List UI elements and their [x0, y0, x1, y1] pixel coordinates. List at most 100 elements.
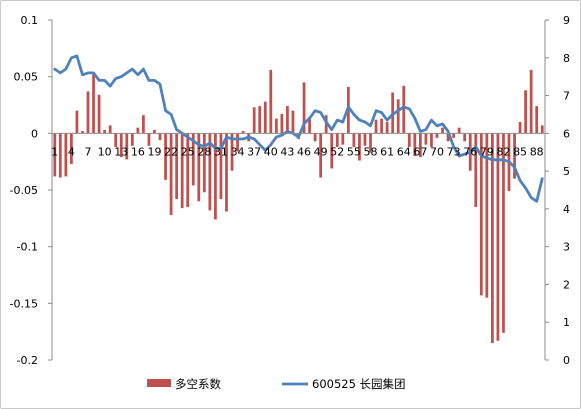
bar: [291, 110, 295, 134]
x-tick-label: 7: [85, 145, 92, 158]
bar: [407, 133, 411, 147]
bar: [418, 133, 422, 158]
bar: [108, 125, 112, 134]
bar: [147, 133, 151, 146]
bar: [413, 133, 417, 156]
bar: [164, 133, 167, 180]
bar: [58, 133, 62, 178]
x-tick-label: 73: [447, 145, 461, 158]
bar: [335, 133, 339, 147]
x-tick-label: 85: [513, 145, 527, 158]
bar: [269, 69, 273, 134]
x-tick-label: 58: [364, 145, 378, 158]
bar: [374, 119, 378, 134]
bar: [396, 99, 400, 134]
y-right-tick-label: 4: [563, 203, 570, 216]
bar: [158, 133, 162, 141]
bar: [180, 133, 184, 209]
x-tick-label: 88: [530, 145, 544, 158]
bar: [186, 133, 190, 207]
bar: [219, 133, 223, 200]
bar: [424, 133, 428, 145]
bar: [474, 133, 478, 207]
bar: [380, 118, 383, 134]
x-tick-label: 28: [197, 145, 211, 158]
x-axis: 1 4 7 10 13 16 19 22 25 28 31 34 37 40 43 46 49 52 55 58 61 6…: [51, 132, 545, 158]
x-tick-label: 46: [297, 145, 311, 158]
y-right-tick-label: 2: [563, 278, 570, 291]
bar: [208, 133, 212, 211]
x-tick-label: 76: [463, 145, 477, 158]
bar: [191, 133, 195, 186]
y-right-tick-label: 3: [563, 241, 570, 254]
x-tick-label: 49: [314, 145, 328, 158]
bar: [446, 133, 450, 142]
y-left-tick-label: -0.2: [17, 354, 38, 367]
x-tick-label: 1: [51, 145, 58, 158]
bar: [540, 125, 544, 134]
bar: [502, 133, 505, 333]
bar: [535, 106, 539, 134]
bar: [114, 133, 118, 147]
bar: [352, 133, 356, 147]
y-right-tick-label: 8: [563, 52, 570, 65]
bar: [230, 133, 234, 171]
bar: [214, 133, 217, 220]
x-tick-label: 67: [413, 145, 427, 158]
x-tick-label: 31: [214, 145, 228, 158]
y-axis-right: 9 8 7 6 5 4 3 2 1 0: [545, 14, 570, 367]
bar: [441, 127, 444, 134]
y-left-tick-label: 0: [31, 127, 38, 140]
x-tick-label: 70: [430, 145, 444, 158]
y-left-tick-label: -0.1: [17, 241, 38, 254]
x-tick-label: 55: [347, 145, 361, 158]
bar: [81, 131, 84, 134]
y-left-tick-label: -0.05: [10, 184, 38, 197]
bar: [153, 129, 156, 134]
y-right-tick-label: 6: [563, 127, 570, 140]
bar: [53, 133, 57, 177]
bar: [75, 110, 79, 134]
legend-bar-swatch: [147, 379, 171, 387]
bar-series: [53, 69, 544, 343]
bar: [358, 133, 361, 161]
bar: [280, 114, 284, 134]
bar: [490, 133, 494, 343]
bar: [86, 91, 90, 134]
bar: [463, 133, 467, 142]
x-tick-label: 19: [147, 145, 161, 158]
bar: [529, 69, 533, 134]
bar: [225, 133, 228, 212]
bar: [258, 106, 262, 134]
bar: [125, 133, 129, 160]
bar: [103, 129, 107, 134]
bar: [169, 133, 173, 215]
bar: [197, 133, 201, 202]
legend-label-bar: 多空系数: [175, 377, 221, 391]
y-right-tick-label: 0: [563, 354, 570, 367]
bar: [236, 133, 239, 152]
bar: [202, 133, 206, 193]
plot-area: [51, 20, 546, 360]
bar: [485, 133, 489, 298]
bar: [479, 133, 483, 296]
y-left-tick-label: 0.1: [21, 14, 39, 27]
bar: [97, 94, 101, 134]
bar: [70, 133, 73, 164]
x-tick-label: 10: [98, 145, 112, 158]
x-tick-label: 82: [496, 145, 510, 158]
x-tick-label: 34: [231, 145, 245, 158]
x-tick-label: 4: [68, 145, 75, 158]
x-tick-label: 43: [280, 145, 294, 158]
line-series: [53, 54, 544, 203]
bar: [513, 133, 516, 179]
y-right-tick-label: 5: [563, 165, 570, 178]
x-tick-label: 79: [480, 145, 494, 158]
x-tick-label: 25: [181, 145, 195, 158]
bar: [64, 133, 68, 177]
bar: [430, 133, 433, 147]
bar: [435, 133, 439, 138]
y-axis-left: 0.1 0.05 0 -0.05 -0.1 -0.15 -0.2: [10, 14, 52, 367]
